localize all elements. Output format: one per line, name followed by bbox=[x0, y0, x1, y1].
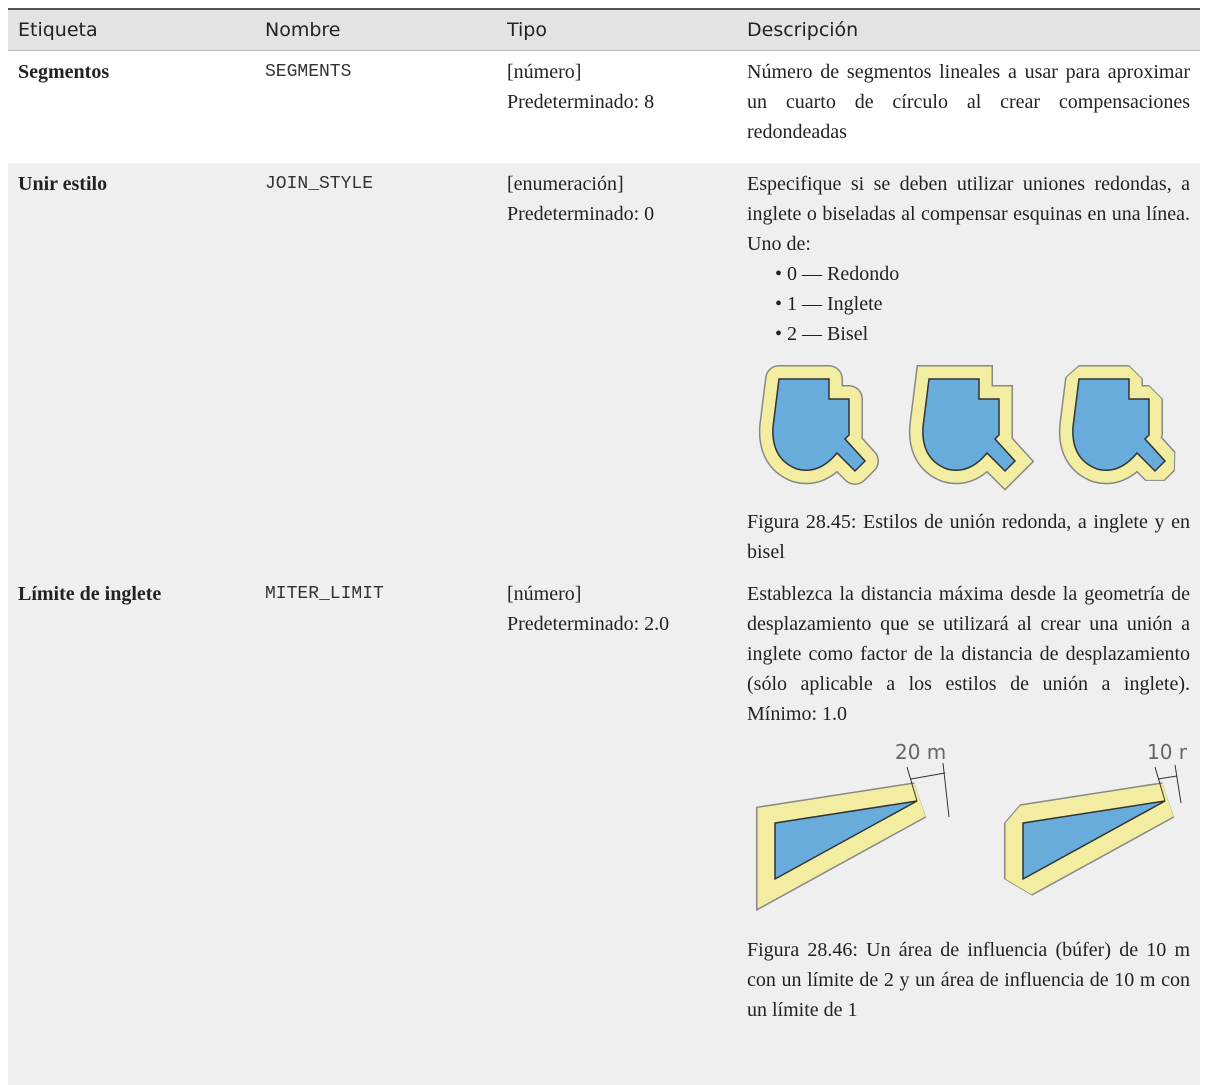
default: Predeterminado: 2.0 bbox=[507, 613, 670, 635]
header-cell: Etiqueta bbox=[8, 8, 255, 51]
description-cell: Establezca la distancia máxima desde la … bbox=[737, 573, 1200, 1085]
type-cell: [enumeración] Predeterminado: 0 bbox=[497, 163, 737, 573]
miter-limit-figure: 20 m 10 m bbox=[747, 740, 1187, 927]
row: Límite de inglete MITER_LIMIT [número] Pr… bbox=[8, 573, 1200, 1085]
description: Especifique si se deben utilizar uniones… bbox=[747, 173, 1190, 255]
description: Establezca la distancia máxima desde la … bbox=[747, 583, 1190, 725]
header-cell: Tipo bbox=[497, 8, 737, 51]
type: [enumeración] bbox=[507, 173, 624, 195]
type: [número] bbox=[507, 583, 582, 605]
default: Predeterminado: 0 bbox=[507, 203, 655, 225]
row: Unir estilo JOIN_STYLE [enumeración] Pred… bbox=[8, 163, 1200, 573]
description: Número de segmentos lineales a usar para… bbox=[737, 50, 1200, 163]
param-name: JOIN_STYLE bbox=[255, 163, 497, 573]
option: 2 — Bisel bbox=[775, 319, 1190, 349]
header-cell: Descripción bbox=[737, 8, 1200, 51]
join-style-figure bbox=[747, 349, 1187, 499]
header-cell: Nombre bbox=[255, 8, 497, 51]
figure-label: 10 m bbox=[1147, 740, 1187, 764]
option: 0 — Redondo bbox=[775, 259, 1190, 289]
option: 1 — Inglete bbox=[775, 289, 1190, 319]
param-name: SEGMENTS bbox=[255, 50, 497, 163]
option-list: 0 — Redondo 1 — Inglete 2 — Bisel bbox=[747, 259, 1190, 349]
label: Segmentos bbox=[8, 50, 255, 163]
label: Límite de inglete bbox=[8, 573, 255, 1085]
header-row: Etiqueta Nombre Tipo Descripción bbox=[8, 8, 1200, 51]
type: [número] bbox=[507, 61, 582, 83]
type-cell: [número] Predeterminado: 2.0 bbox=[497, 573, 737, 1085]
parameter-table: Etiqueta Nombre Tipo Descripción Segment… bbox=[8, 8, 1200, 1085]
description-cell: Especifique si se deben utilizar uniones… bbox=[737, 163, 1200, 573]
param-name: MITER_LIMIT bbox=[255, 573, 497, 1085]
figure-caption: Figura 28.46: Un área de influencia (búf… bbox=[747, 939, 1190, 1021]
figure-label: 20 m bbox=[895, 740, 946, 764]
default: Predeterminado: 8 bbox=[507, 91, 655, 113]
figure-caption: Figura 28.45: Estilos de unión redonda, … bbox=[747, 511, 1190, 563]
label: Unir estilo bbox=[8, 163, 255, 573]
row: Segmentos SEGMENTS [número] Predeterminad… bbox=[8, 50, 1200, 163]
type-cell: [número] Predeterminado: 8 bbox=[497, 50, 737, 163]
